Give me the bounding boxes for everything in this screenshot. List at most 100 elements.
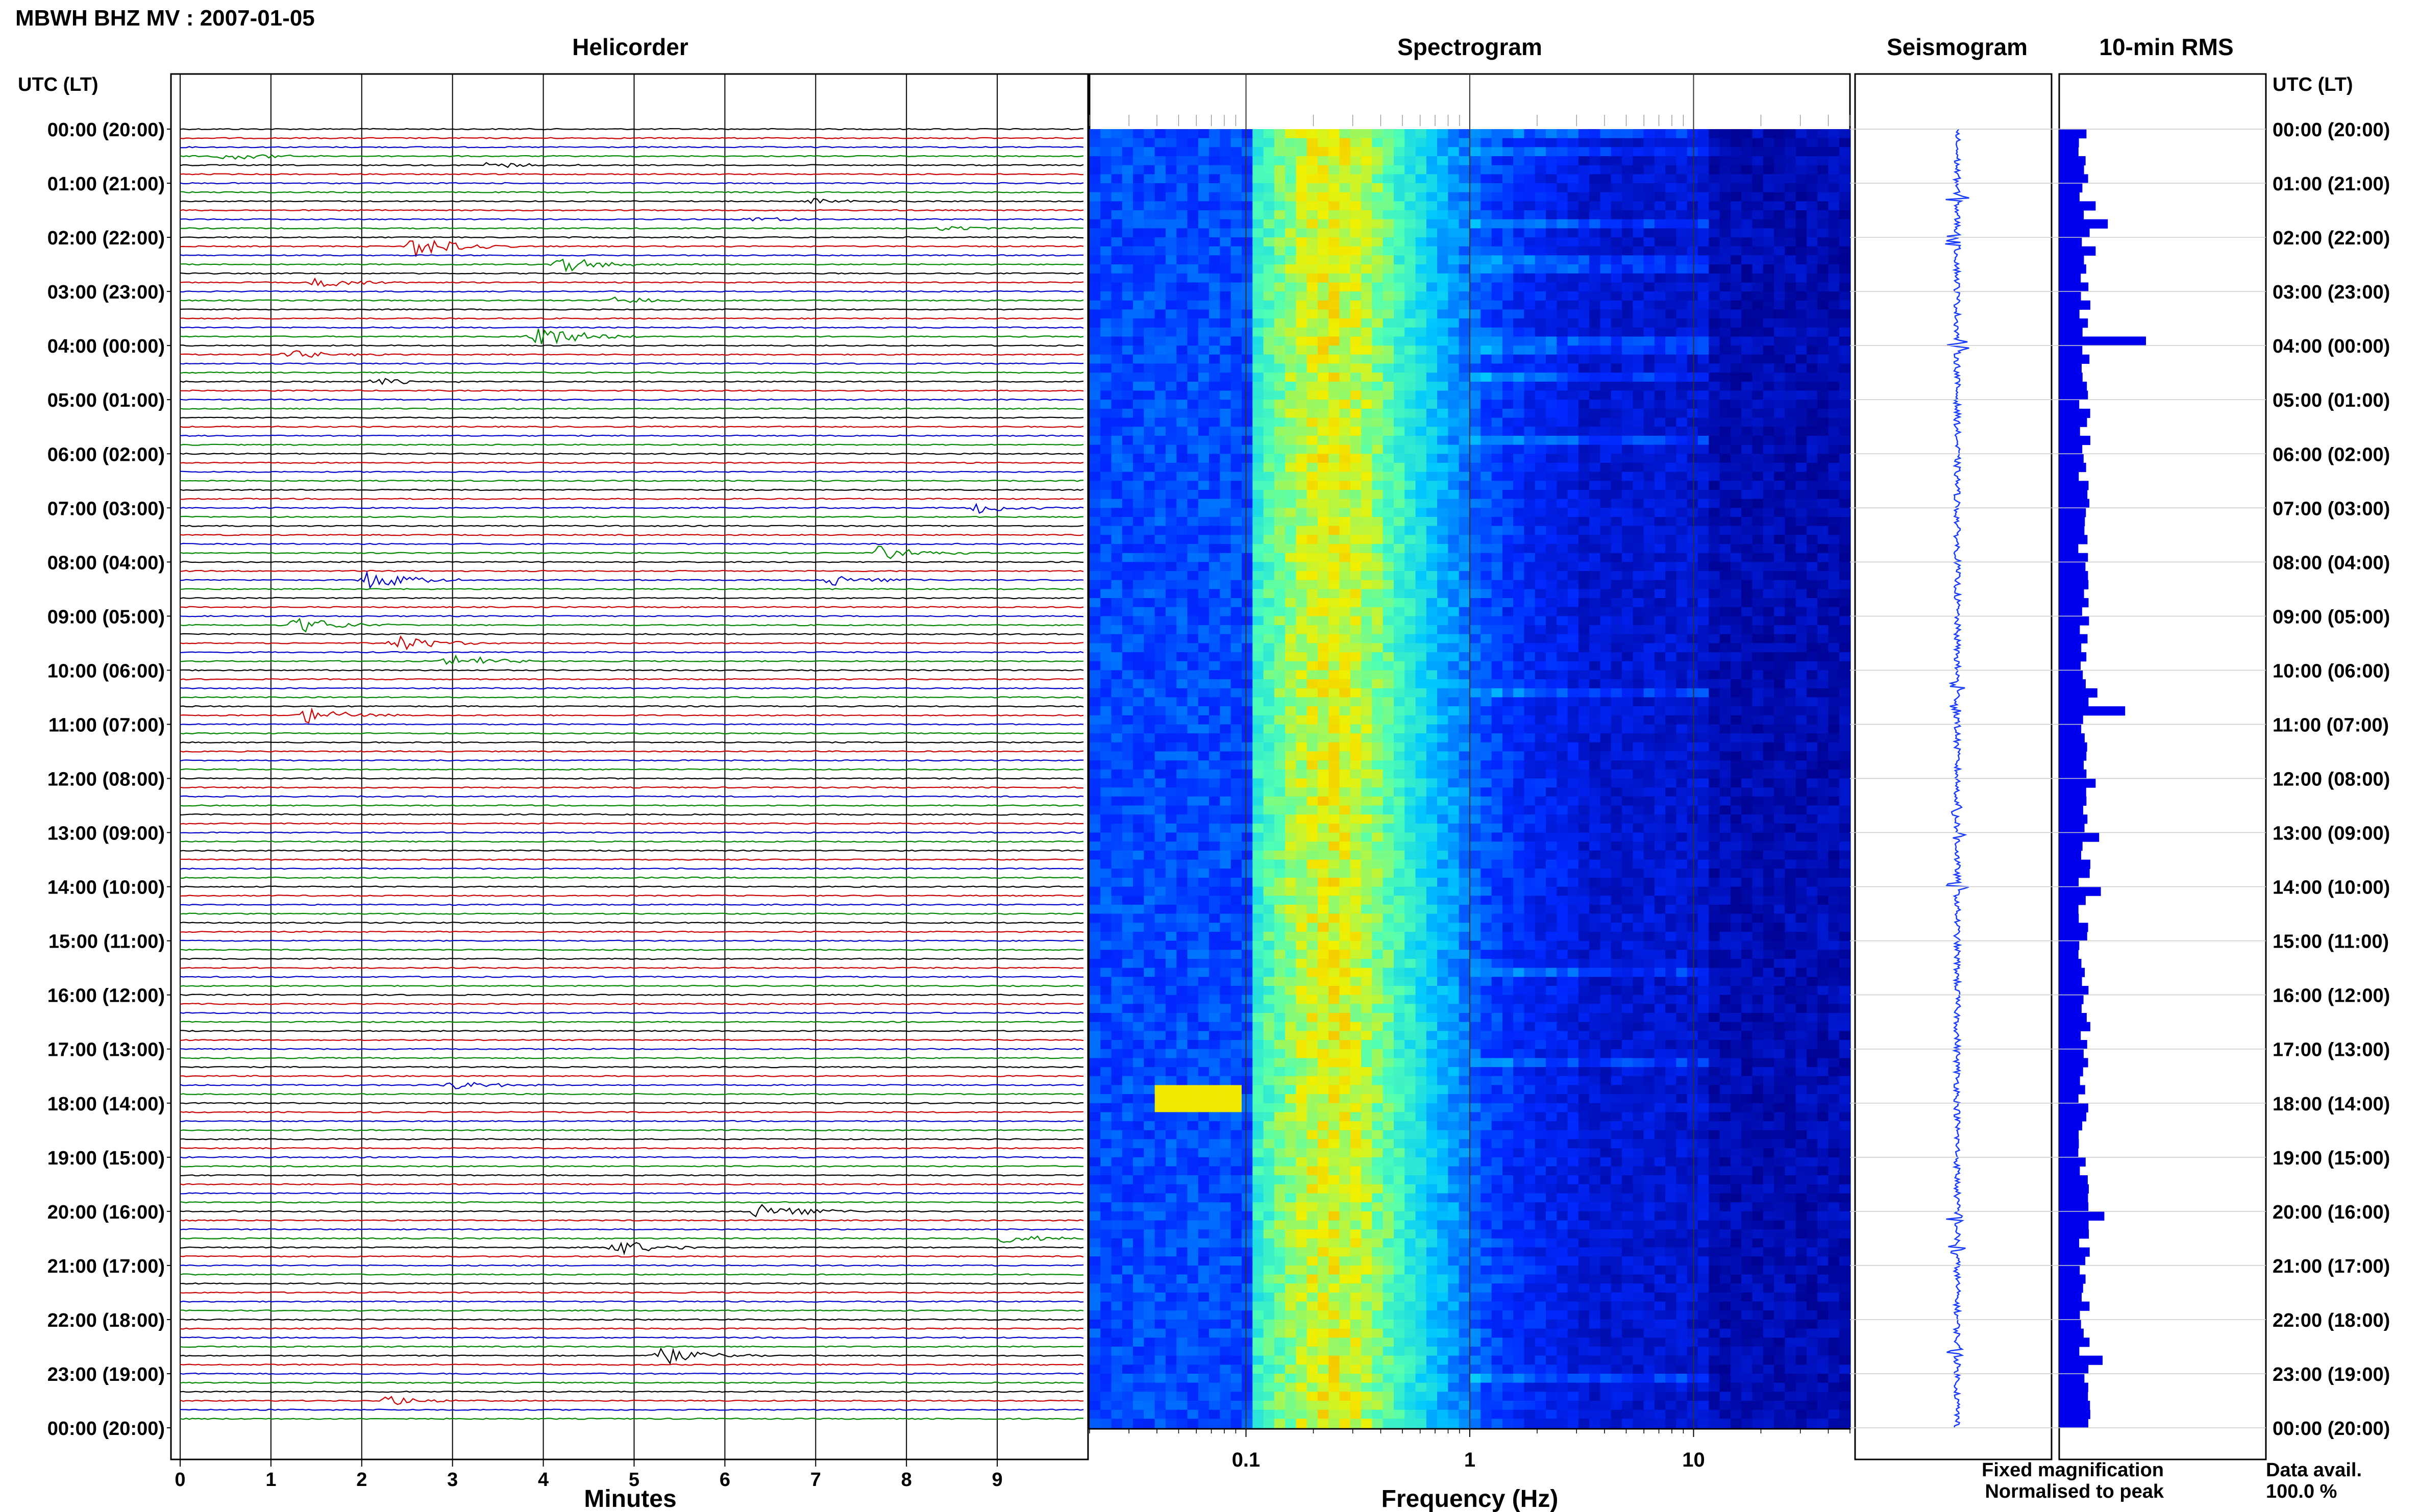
spectrogram-cell — [1328, 454, 1340, 463]
spectrogram-cell — [1459, 489, 1470, 500]
spectrogram-cell — [1372, 318, 1384, 328]
spectrogram-cell — [1230, 472, 1242, 481]
spectrogram-cell — [1524, 255, 1536, 265]
spectrogram-cell — [1252, 417, 1264, 427]
spectrogram-cell — [1546, 400, 1558, 409]
spectrogram-cell — [1209, 544, 1221, 554]
spectrogram-cell — [1437, 318, 1449, 328]
spectrogram-cell — [1752, 517, 1764, 527]
spectrogram-cell — [1437, 571, 1449, 581]
spectrogram-cell — [1752, 300, 1764, 310]
spectrogram-cell — [1567, 607, 1579, 616]
spectrogram-cell — [1817, 706, 1829, 716]
spectrogram-cell — [1719, 571, 1731, 581]
spectrogram-cell — [1133, 499, 1145, 508]
spectrogram-cell — [1828, 553, 1840, 562]
spectrogram-cell — [1828, 309, 1840, 319]
spectrogram-cell — [1361, 327, 1373, 337]
spectrogram-cell — [1806, 183, 1818, 193]
spectrogram-cell — [1426, 435, 1438, 445]
spectrogram-cell — [1665, 462, 1677, 473]
spectrogram-cell — [1622, 544, 1634, 554]
spectrogram-cell — [1698, 535, 1710, 544]
spectrogram-cell — [1285, 354, 1297, 364]
spectrogram-cell — [1524, 327, 1536, 337]
spectrogram-cell — [1404, 138, 1416, 147]
spectrogram-cell — [1372, 661, 1384, 671]
spectrogram-cell — [1828, 607, 1840, 616]
spectrogram-cell — [1187, 544, 1199, 554]
spectrogram-cell — [1437, 363, 1449, 373]
spectrogram-cell — [1557, 679, 1568, 689]
spectrogram-cell — [1698, 183, 1710, 193]
spectrogram-cell — [1415, 607, 1427, 616]
spectrogram-cell — [1839, 228, 1850, 238]
spectrogram-cell — [1513, 472, 1525, 481]
spectrogram-cell — [1166, 661, 1177, 671]
spectrogram-cell — [1394, 156, 1405, 166]
spectrogram-cell — [1785, 571, 1796, 581]
spectrogram-cell — [1774, 571, 1786, 581]
spectrogram-cell — [1154, 553, 1166, 562]
spectrogram-cell — [1785, 462, 1796, 473]
spectrogram-cell — [1480, 697, 1492, 707]
spectrogram-cell — [1111, 291, 1123, 301]
spectrogram-cell — [1187, 697, 1199, 707]
spectrogram-cell — [1806, 345, 1818, 355]
spectrogram-cell — [1230, 318, 1242, 328]
spectrogram-cell — [1459, 706, 1470, 716]
spectrogram-cell — [1709, 444, 1720, 454]
spectrogram-cell — [1741, 733, 1753, 743]
spectrogram-cell — [1795, 400, 1807, 409]
spectrogram-cell — [1404, 156, 1416, 166]
spectrogram-cell — [1622, 427, 1634, 436]
spectrogram-cell — [1448, 219, 1460, 229]
spectrogram-cell — [1350, 454, 1362, 463]
spectrogram-cell — [1480, 706, 1492, 716]
spectrogram-cell — [1285, 697, 1297, 707]
spectrogram-cell — [1730, 363, 1742, 373]
spectrogram-cell — [1154, 282, 1166, 292]
spectrogram-cell — [1687, 255, 1698, 265]
spectrogram-cell — [1763, 309, 1774, 319]
spectrogram-cell — [1242, 508, 1253, 517]
spectrogram-cell — [1263, 327, 1275, 337]
helicorder-trace — [180, 885, 1084, 888]
spectrogram-cell — [1383, 210, 1394, 220]
spectrogram-cell — [1350, 192, 1362, 202]
spectrogram-cell — [1372, 147, 1384, 157]
spectrogram-cell — [1242, 535, 1253, 544]
spectrogram-cell — [1470, 183, 1482, 193]
spectrogram-cell — [1318, 571, 1329, 581]
spectrogram-cell — [1394, 724, 1405, 734]
spectrogram-cell — [1730, 138, 1742, 147]
spectrogram-cell — [1774, 652, 1786, 662]
spectrogram-cell — [1415, 291, 1427, 301]
spectrogram-cell — [1176, 400, 1188, 409]
helicorder-trace — [180, 1021, 1084, 1023]
spectrogram-cell — [1242, 562, 1253, 572]
spectrogram-cell — [1448, 517, 1460, 527]
spectrogram-cell — [1719, 454, 1731, 463]
spectrogram-cell — [1524, 733, 1536, 743]
spectrogram-cell — [1730, 462, 1742, 473]
spectrogram-cell — [1111, 174, 1123, 184]
spectrogram-cell — [1763, 435, 1774, 445]
spectrogram-cell — [1719, 174, 1731, 184]
spectrogram-cell — [1230, 390, 1242, 400]
spectrogram-cell — [1220, 688, 1231, 698]
helicorder-trace — [180, 453, 1084, 455]
spectrogram-cell — [1133, 345, 1145, 355]
spectrogram-cell — [1752, 553, 1764, 562]
spectrogram-cell — [1763, 589, 1774, 599]
spectrogram-cell — [1578, 544, 1590, 554]
spectrogram-cell — [1176, 381, 1188, 391]
spectrogram-cell — [1383, 345, 1394, 355]
spectrogram-cell — [1763, 634, 1774, 643]
spectrogram-cell — [1448, 381, 1460, 391]
spectrogram-cell — [1176, 336, 1188, 346]
spectrogram-cell — [1263, 526, 1275, 535]
spectrogram-cell — [1166, 544, 1177, 554]
spectrogram-cell — [1785, 363, 1796, 373]
spectrogram-cell — [1763, 580, 1774, 589]
